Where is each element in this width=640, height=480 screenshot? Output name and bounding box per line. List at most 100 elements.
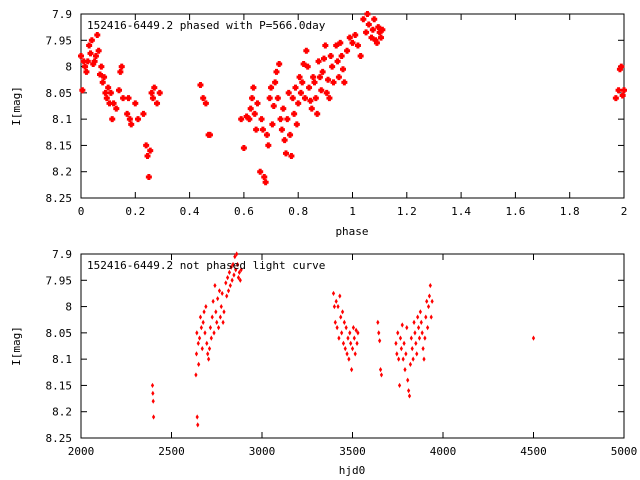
data-point [233, 254, 237, 260]
y-tick-label: 8 [65, 61, 72, 74]
data-point [269, 121, 276, 128]
unphased-plot-points [150, 251, 536, 428]
data-point [227, 269, 232, 275]
unphased-plot-title: 152416-6449.2 not phased light curve [87, 259, 325, 272]
data-point [207, 356, 211, 362]
data-point [291, 110, 298, 117]
data-point [378, 34, 385, 41]
data-point [196, 340, 200, 346]
data-point [118, 63, 125, 70]
data-point [621, 87, 627, 94]
data-point [250, 84, 257, 91]
data-point [140, 110, 147, 117]
x-tick-label: 4000 [430, 445, 457, 458]
data-point [618, 63, 625, 70]
data-point [297, 89, 304, 96]
data-point [280, 105, 287, 112]
data-point [410, 346, 414, 352]
data-point [319, 68, 326, 75]
data-point [197, 81, 204, 88]
data-point [258, 116, 265, 123]
data-point [228, 282, 232, 289]
y-tick-label: 8.1 [52, 353, 72, 366]
x-tick-label: 1.2 [397, 205, 417, 218]
x-tick-label: 2500 [158, 445, 185, 458]
data-point [149, 95, 156, 102]
data-point [218, 314, 222, 320]
unphased-plot-y-ticks: 7.9 7.95 8 8.05 8.1 8.15 8.2 8.25 [46, 248, 624, 445]
data-point [329, 63, 336, 70]
data-point [307, 97, 314, 104]
data-point [135, 116, 142, 123]
data-point [145, 173, 152, 180]
data-point [615, 87, 622, 94]
data-point [311, 79, 318, 86]
y-tick-label: 8.25 [46, 432, 73, 445]
data-point [288, 152, 295, 159]
y-tick-label: 8 [65, 301, 72, 314]
data-point [86, 42, 93, 49]
data-point [612, 95, 619, 102]
data-point [416, 314, 420, 320]
data-point [222, 309, 226, 315]
data-point [315, 58, 322, 65]
data-point [116, 87, 123, 94]
data-point [144, 152, 151, 159]
data-point [310, 74, 317, 81]
data-point [378, 367, 383, 373]
x-tick-label: 0.2 [125, 205, 145, 218]
data-point [216, 296, 220, 302]
data-point [285, 89, 292, 96]
data-point [126, 116, 133, 123]
data-point [356, 330, 360, 336]
data-point [230, 277, 234, 283]
unphased-plot-x-ticks: 2000 2500 3000 3500 4000 4500 5000 [68, 254, 637, 458]
data-point [403, 367, 407, 373]
data-point [196, 422, 200, 428]
unphased-plot: 7.9 7.95 8 8.05 8.1 8.15 8.2 8.25 2000 2500 3000 3… [10, 248, 637, 477]
data-point [330, 79, 337, 86]
data-point [395, 351, 399, 357]
data-point [200, 95, 207, 102]
data-point [249, 95, 256, 102]
data-point [339, 66, 346, 73]
data-point [266, 95, 273, 102]
data-point [150, 382, 155, 389]
data-point [340, 330, 344, 336]
data-point [338, 293, 342, 299]
data-point [151, 84, 158, 91]
data-point [354, 327, 358, 333]
data-point [312, 95, 319, 102]
data-point [345, 351, 349, 357]
data-point [225, 293, 229, 299]
data-point [406, 377, 410, 383]
data-point [301, 95, 308, 102]
data-point [204, 303, 208, 310]
data-point [274, 95, 281, 102]
data-point [322, 42, 329, 49]
data-point [206, 351, 210, 357]
y-tick-label: 8.25 [46, 192, 73, 205]
phased-plot-x-label: phase [335, 225, 368, 238]
data-point [113, 105, 120, 112]
data-point [424, 314, 428, 320]
data-point [203, 330, 207, 336]
data-point [364, 11, 371, 17]
data-point [418, 309, 422, 315]
data-point [94, 32, 101, 39]
data-point [207, 346, 212, 352]
data-point [334, 58, 341, 65]
data-point [217, 288, 222, 294]
data-point [399, 346, 403, 352]
data-point [419, 319, 423, 325]
data-point [405, 325, 409, 331]
data-point [341, 79, 348, 86]
data-point [224, 280, 228, 286]
data-point [325, 76, 332, 83]
data-point [413, 330, 417, 336]
data-point [337, 39, 344, 46]
data-point [360, 16, 367, 23]
data-point [229, 264, 233, 270]
data-point [202, 100, 209, 107]
data-point [151, 398, 155, 404]
